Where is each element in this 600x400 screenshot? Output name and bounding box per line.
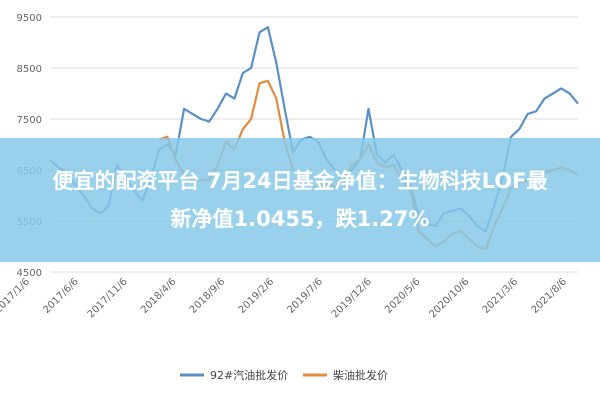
x-tick-label: 2020/10/6: [427, 276, 471, 320]
y-tick-label: 7500: [17, 115, 42, 126]
headline-line-1: 便宜的配资平台 7月24日基金净值：生物科技LOF最: [52, 169, 548, 193]
y-tick-label: 8500: [17, 64, 42, 75]
y-tick-label: 4500: [17, 268, 42, 279]
x-tick-label: 2017/1/6: [0, 276, 32, 316]
x-tick-label: 2018/4/6: [139, 276, 179, 316]
x-tick-label: 2021/8/6: [530, 276, 570, 316]
x-tick-label: 2019/2/6: [237, 276, 277, 316]
chart-legend: 92#汽油批发价 柴油批发价: [180, 368, 388, 382]
x-tick-label: 2020/5/6: [383, 276, 423, 316]
x-tick-label: 2021/3/6: [481, 276, 521, 316]
x-tick-label: 2019/12/6: [330, 276, 374, 320]
x-tick-label: 2018/9/6: [188, 276, 228, 316]
legend-label-2: 柴油批发价: [333, 368, 388, 382]
x-tick-label: 2017/11/6: [86, 276, 130, 320]
x-tick-label: 2019/7/6: [285, 276, 325, 316]
x-axis-tick-labels: 2017/1/6 2017/6/6 2017/11/6 2018/4/6 2018/9/…: [0, 276, 569, 320]
headline-banner: 便宜的配资平台 7月24日基金净值：生物科技LOF最 新净值1.0455，跌1.…: [0, 138, 600, 262]
y-tick-label: 9500: [17, 13, 42, 24]
headline-line-2: 新净值1.0455，跌1.27%: [170, 207, 430, 231]
x-tick-label: 2017/6/6: [41, 276, 81, 316]
legend-label-1: 92#汽油批发价: [210, 368, 288, 382]
